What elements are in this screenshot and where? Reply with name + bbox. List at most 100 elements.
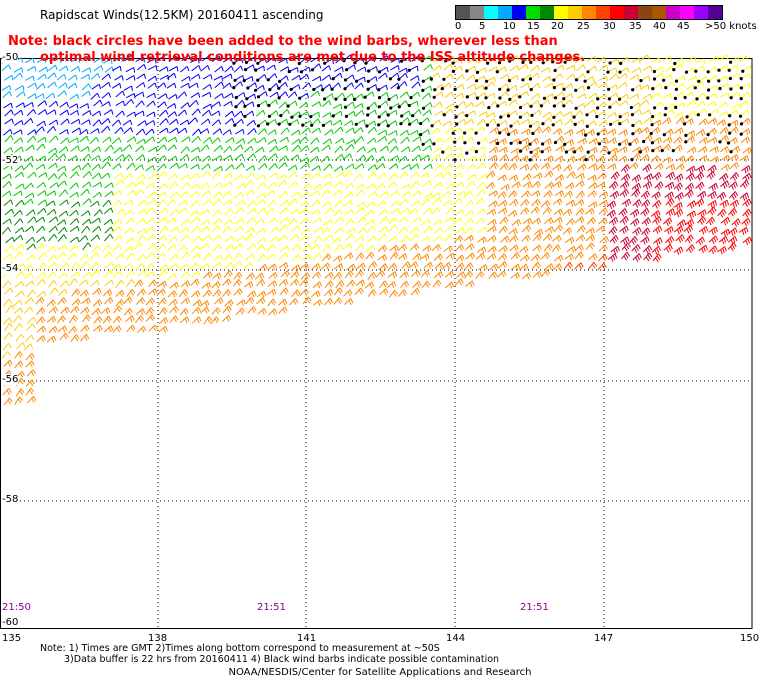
wind-barb (37, 190, 47, 197)
barb-shaft (24, 192, 33, 199)
barb-shaft (423, 163, 432, 170)
wind-barb (444, 91, 454, 99)
barb-shaft (180, 102, 189, 109)
barb-feather (306, 201, 309, 207)
barb-feather (361, 93, 364, 99)
barb-feather (535, 182, 540, 188)
barb-feather (152, 165, 155, 171)
barb-feather (655, 219, 658, 225)
barb-feather (537, 100, 541, 106)
barb-feather (624, 140, 627, 146)
barb-feather (625, 73, 628, 79)
barb-feather (316, 137, 320, 143)
barb-feather (504, 200, 508, 206)
barb-feather (726, 76, 728, 82)
wind-barb (311, 118, 321, 126)
barb-feather (493, 118, 497, 124)
barb-feather (55, 216, 59, 222)
wind-barb (309, 156, 320, 163)
barb-shaft (410, 233, 417, 242)
barb-shaft (93, 65, 102, 72)
barb-feather (700, 131, 704, 137)
barb-feather (439, 219, 443, 225)
barb-feather (206, 226, 210, 232)
barb-shaft (322, 181, 331, 188)
barb-shaft (113, 172, 122, 179)
barb-shaft (575, 128, 585, 135)
barb-feather (196, 200, 200, 206)
barb-shaft (475, 198, 483, 206)
wind-barb (365, 155, 375, 163)
wind-barb (279, 136, 289, 143)
wind-barb (169, 226, 180, 233)
barb-shaft (91, 217, 100, 224)
barb-feather (376, 66, 378, 72)
barb-shaft (266, 64, 275, 71)
barb-feather (602, 219, 606, 225)
wind-barb (48, 152, 58, 161)
barb-feather (625, 188, 630, 194)
barb-feather (703, 139, 707, 145)
barb-shaft (408, 208, 416, 216)
wind-barb (695, 236, 705, 246)
wind-barb (619, 225, 629, 234)
barb-feather (493, 156, 496, 162)
barb-shaft (112, 226, 120, 233)
barb-feather (341, 66, 344, 72)
barb-shaft (223, 181, 232, 188)
barb-shaft (444, 216, 452, 223)
barb-feather (681, 91, 685, 97)
wind-barb (365, 219, 375, 226)
wind-barb (346, 139, 356, 145)
wind-barb (652, 237, 663, 246)
wind-barb (277, 174, 287, 181)
barb-feather (746, 174, 750, 180)
barb-shaft (145, 120, 154, 126)
barb-feather (110, 144, 114, 150)
barb-shaft (69, 109, 78, 116)
barb-shaft (25, 144, 34, 152)
barb-shaft (280, 127, 288, 135)
barb-feather (580, 236, 584, 242)
barb-shaft (14, 146, 22, 153)
barb-feather (338, 82, 342, 88)
barb-feather (612, 139, 615, 145)
barb-feather (626, 225, 629, 231)
wind-barb (378, 208, 388, 216)
wind-barb (388, 224, 398, 232)
barb-feather (591, 99, 595, 105)
wind-barb (146, 243, 157, 251)
barb-shaft (486, 111, 495, 118)
barb-shaft (565, 199, 574, 206)
barb-shaft (48, 162, 56, 170)
barb-feather (612, 155, 617, 161)
wind-barb (540, 200, 551, 208)
barb-feather (632, 238, 637, 243)
wind-barb (4, 109, 14, 117)
barb-feather (527, 183, 530, 189)
barb-feather (297, 154, 300, 160)
wind-barb (291, 191, 301, 198)
barb-feather (417, 91, 421, 97)
barb-shaft (433, 235, 442, 242)
barb-feather (384, 245, 388, 251)
barb-feather (307, 157, 310, 163)
wind-barb (291, 74, 301, 81)
barb-feather (561, 174, 565, 180)
barb-feather (273, 56, 277, 62)
wind-barb (167, 111, 178, 118)
barb-feather (727, 217, 731, 223)
wind-barb (466, 83, 477, 89)
barb-feather (676, 205, 679, 211)
legend-swatch (652, 6, 666, 19)
wind-barb (433, 164, 444, 172)
barb-feather (504, 128, 507, 135)
barb-feather (691, 167, 694, 173)
barb-feather (118, 244, 122, 250)
barb-feather (63, 172, 67, 177)
wind-barb (112, 226, 122, 233)
wind-barb (148, 146, 158, 153)
barb-feather (616, 191, 620, 197)
wind-barb (278, 101, 289, 109)
barb-shaft (673, 201, 682, 208)
